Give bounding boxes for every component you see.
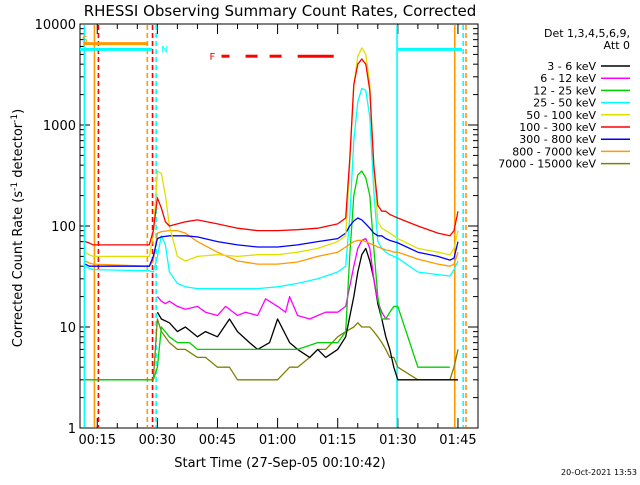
state-flags: S N F — [80, 36, 462, 63]
x-tick-label: 01:15 — [319, 433, 356, 448]
x-tick-labels: 00:15 00:30 00:45 01:00 01:15 01:30 01:45 — [79, 433, 477, 448]
y-tick-label: 1000 — [43, 119, 76, 134]
saa-flag-label: S — [82, 36, 88, 46]
x-axis-label: Start Time (27-Sep-05 00:10:42) — [174, 456, 385, 471]
x-tick-label: 01:30 — [379, 433, 416, 448]
series-line-50-100-kev — [84, 47, 459, 262]
legend-label: 25 - 50 keV — [533, 97, 596, 110]
legend-label: 800 - 7000 keV — [512, 145, 596, 158]
x-tick-label: 00:45 — [199, 433, 236, 448]
legend-label: 3 - 6 keV — [547, 60, 596, 73]
series-line-6-12-kev — [156, 237, 390, 320]
flare-flag-label: F — [209, 52, 215, 63]
state-vertical-lines — [83, 25, 467, 427]
y-tick-labels: 1 10 100 1000 10000 — [35, 18, 76, 437]
legend-label: 50 - 100 keV — [526, 109, 596, 122]
y-axis-label: Corrected Count Rate (s-1 detector-1) — [10, 109, 26, 347]
legend-label: 12 - 25 keV — [533, 84, 596, 97]
legend-label: 300 - 800 keV — [519, 133, 596, 146]
y-tick-label: 1 — [68, 422, 76, 437]
x-tick-label: 01:45 — [439, 433, 476, 448]
x-tick-label: 00:30 — [139, 433, 176, 448]
series-line-800-7000-kev — [84, 229, 459, 267]
plot-area: S N F — [79, 23, 479, 429]
x-tick-label: 01:00 — [259, 433, 296, 448]
y-tick-label: 10000 — [35, 18, 76, 33]
y-tick-label: 100 — [51, 220, 76, 235]
legend-header-line1: Det 1,3,4,5,6,9, — [544, 27, 630, 40]
series-line-300-800-kev — [84, 217, 459, 267]
y-tick-label: 10 — [59, 321, 76, 336]
series-line-25-50-kev — [84, 87, 459, 290]
series-lines — [84, 47, 459, 381]
legend-label: 6 - 12 keV — [540, 72, 596, 85]
chart-title: RHESSI Observing Summary Count Rates, Co… — [84, 2, 477, 20]
series-line-100-300-kev — [84, 58, 459, 246]
x-tick-label: 00:15 — [79, 433, 116, 448]
series-line-12-25-kev — [85, 170, 450, 381]
legend-label: 7000 - 15000 keV — [498, 158, 596, 171]
night-flag-label: N — [161, 45, 168, 55]
legend-label: 100 - 300 keV — [519, 121, 596, 134]
legend-header-line2: Att 0 — [604, 39, 630, 52]
footer-date: 20-Oct-2021 13:53 — [561, 468, 637, 477]
series-line-3-6-kev — [156, 247, 458, 381]
